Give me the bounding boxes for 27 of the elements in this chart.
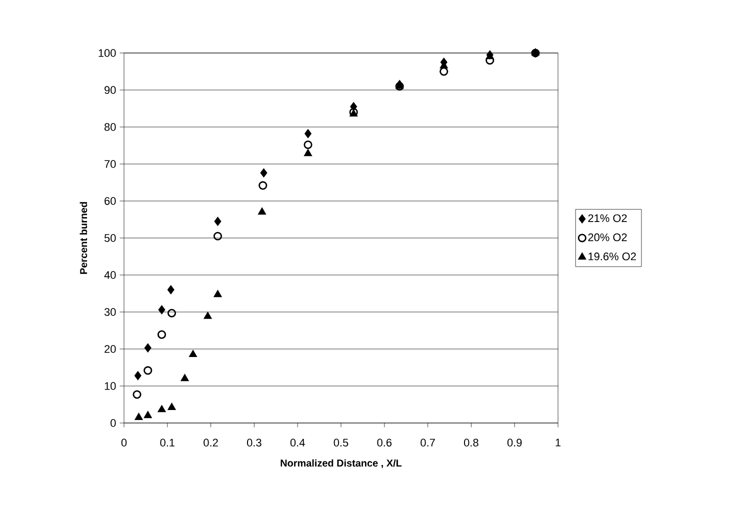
x-tick-label: 0.1 bbox=[160, 438, 174, 446]
x-tick-label: 0.2 bbox=[204, 438, 218, 446]
y-tick-label: 60 bbox=[104, 197, 116, 205]
x-tick-label: 0.7 bbox=[420, 438, 435, 446]
x-tick-label: 0.9 bbox=[507, 438, 522, 446]
y-tick-label: 80 bbox=[104, 123, 116, 131]
x-axis-title: Normalized Distance , X/L bbox=[280, 459, 402, 468]
y-tick-label: 20 bbox=[104, 345, 116, 353]
y-tick-label: 100 bbox=[98, 49, 116, 57]
x-tick-label: 1 bbox=[556, 438, 561, 446]
x-tick-label: 0.3 bbox=[247, 438, 262, 446]
y-tick-label: 70 bbox=[104, 160, 116, 168]
legend-label: 19.6% O2 bbox=[588, 252, 636, 260]
legend-label: 21% O2 bbox=[588, 214, 627, 222]
x-tick-label: 0.8 bbox=[464, 438, 478, 446]
y-tick-label: 30 bbox=[104, 308, 116, 316]
x-tick-label: 0.4 bbox=[290, 438, 305, 446]
legend-label: 20% O2 bbox=[588, 233, 627, 242]
y-tick-label: 90 bbox=[104, 86, 116, 94]
y-tick-label: 0 bbox=[110, 419, 116, 427]
y-tick-label: 40 bbox=[104, 271, 116, 279]
x-tick-label: 0.6 bbox=[377, 438, 392, 446]
x-tick-label: 0.5 bbox=[334, 438, 348, 446]
y-axis-title: Percent burned bbox=[80, 202, 88, 274]
y-tick-label: 50 bbox=[104, 234, 116, 242]
x-tick-label: 0 bbox=[121, 438, 127, 446]
y-tick-label: 10 bbox=[104, 382, 116, 390]
